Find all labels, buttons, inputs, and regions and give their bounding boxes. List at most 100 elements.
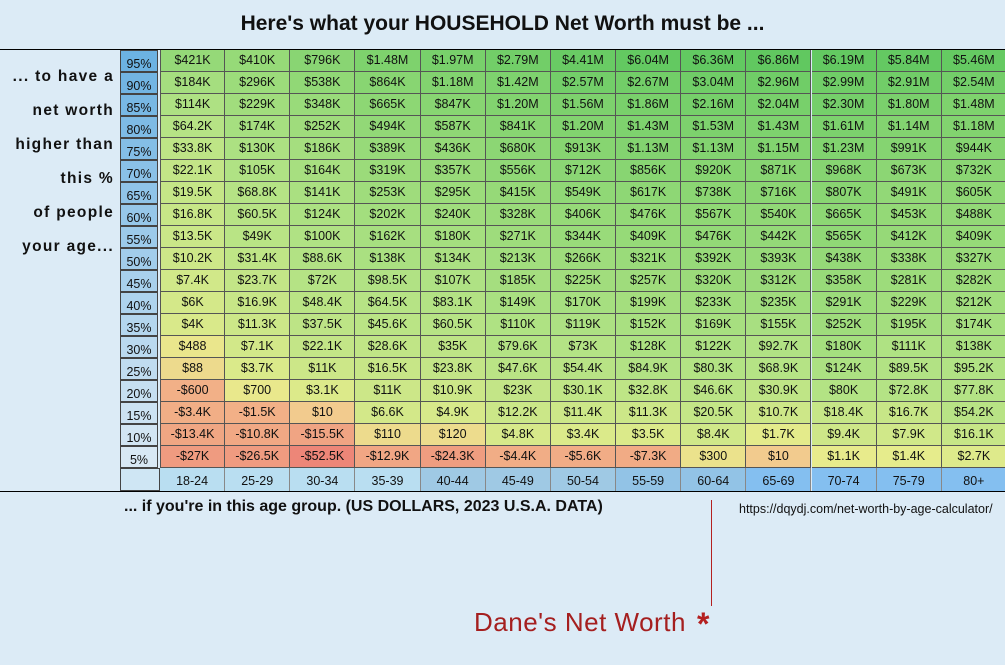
table-cell: -$52.5K [290,446,356,468]
table-cell: $409K [941,226,1005,248]
table-cell: $1.43M [616,116,682,138]
table-cell: $35K [420,336,486,358]
left-label-line: higher than [15,136,114,153]
table-cell: $5.84M [876,50,942,72]
percentile-label: 15% [120,402,158,424]
table-cell: $393K [746,248,812,270]
table-cell: $11K [290,358,356,380]
table-cell: $1.15M [746,138,812,160]
table-cell: $442K [746,226,812,248]
table-cell: $124K [290,204,356,226]
table-cell: -$1.5K [225,402,291,424]
table-cell: $321K [616,248,682,270]
left-label-line: of people [33,204,114,221]
table-cell: $89.5K [876,358,942,380]
table-cell: $98.5K [355,270,421,292]
source-link[interactable]: https://dqydj.com/net-worth-by-age-calcu… [739,502,993,516]
table-cell: $68.9K [746,358,812,380]
left-axis-label: ... to have a net worth higher than this… [0,62,116,266]
table-cell: $476K [616,204,682,226]
table-cell: $738K [681,182,747,204]
table-cell: $79.6K [485,336,551,358]
table-cell: $312K [746,270,812,292]
table-cell: $2.30M [811,94,877,116]
table-cell: $16.9K [225,292,291,314]
table-cell: $10.7K [746,402,812,424]
table-cell: $37.5K [290,314,356,336]
table-cell: $665K [811,204,877,226]
chart-title: Here's what your HOUSEHOLD Net Worth mus… [240,12,765,35]
percentile-label: 50% [120,248,158,270]
percentile-label: 85% [120,94,158,116]
percentile-label: 75% [120,138,158,160]
table-cell: $12.2K [485,402,551,424]
table-cell: $95.2K [941,358,1005,380]
table-cell: $202K [355,204,421,226]
table-cell: $1.1K [811,446,877,468]
table-cell: $565K [811,226,877,248]
table-cell: $296K [225,72,291,94]
percentile-label: 40% [120,292,158,314]
table-cell: $538K [290,72,356,94]
table-cell: $88.6K [290,248,356,270]
table-cell: $665K [355,94,421,116]
table-cell: -$12.9K [355,446,421,468]
table-cell: $22.1K [290,336,356,358]
table-cell: $2.67M [616,72,682,94]
table-cell: $807K [811,182,877,204]
table-cell: $338K [876,248,942,270]
corner-cell [120,468,160,491]
table-cell: $114K [160,94,226,116]
table-cell: $864K [355,72,421,94]
table-cell: -$4.4K [485,446,551,468]
percentile-label: 35% [120,314,158,336]
table-cell: $680K [485,138,551,160]
table-cell: $124K [811,358,877,380]
table-cell: $141K [290,182,356,204]
table-cell: $155K [746,314,812,336]
age-group-label: 65-69 [746,468,812,491]
table-cell: $1.80M [876,94,942,116]
table-cell: $54.2K [941,402,1005,424]
table-cell: $180K [811,336,877,358]
table-cell: $300 [681,446,747,468]
table-cell: $796K [290,50,356,72]
table-cell: $2.16M [681,94,747,116]
age-group-label: 80+ [941,468,1005,491]
table-cell: $2.04M [746,94,812,116]
age-group-label: 25-29 [225,468,291,491]
table-cell: $186K [290,138,356,160]
age-group-label: 60-64 [681,468,747,491]
table-cell: $229K [225,94,291,116]
table-cell: $6.04M [616,50,682,72]
table-cell: $4K [160,314,226,336]
table-cell: $841K [485,116,551,138]
table-cell: $10.2K [160,248,226,270]
table-cell: $130K [225,138,291,160]
table-cell: $138K [355,248,421,270]
table-cell: $1.7K [746,424,812,446]
table-cell: $83.1K [420,292,486,314]
table-cell: $3.7K [225,358,291,380]
age-group-label: 55-59 [616,468,682,491]
table-cell: $169K [681,314,747,336]
table-cell: $453K [876,204,942,226]
net-worth-table: 95% $421K $410K $796K $1.48M $1.97M $2.79M $4.4… [0,49,1005,492]
table-cell: $476K [681,226,747,248]
table-cell: $491K [876,182,942,204]
table-cell: $700 [225,380,291,402]
table-cell: $16.1K [941,424,1005,446]
table-cell: $1.43M [746,116,812,138]
table-cell: $2.96M [746,72,812,94]
table-cell: $716K [746,182,812,204]
table-cell: $1.48M [355,50,421,72]
table-cell: $1.20M [485,94,551,116]
table-cell: $1.56M [550,94,617,116]
percentile-label: 55% [120,226,158,248]
left-label-line: ... to have a [12,68,114,85]
table-cell: $107K [420,270,486,292]
table-cell: $10 [290,402,356,424]
table-cell: $4.41M [550,50,617,72]
table-cell: $23K [485,380,551,402]
table-cell: $120 [420,424,486,446]
